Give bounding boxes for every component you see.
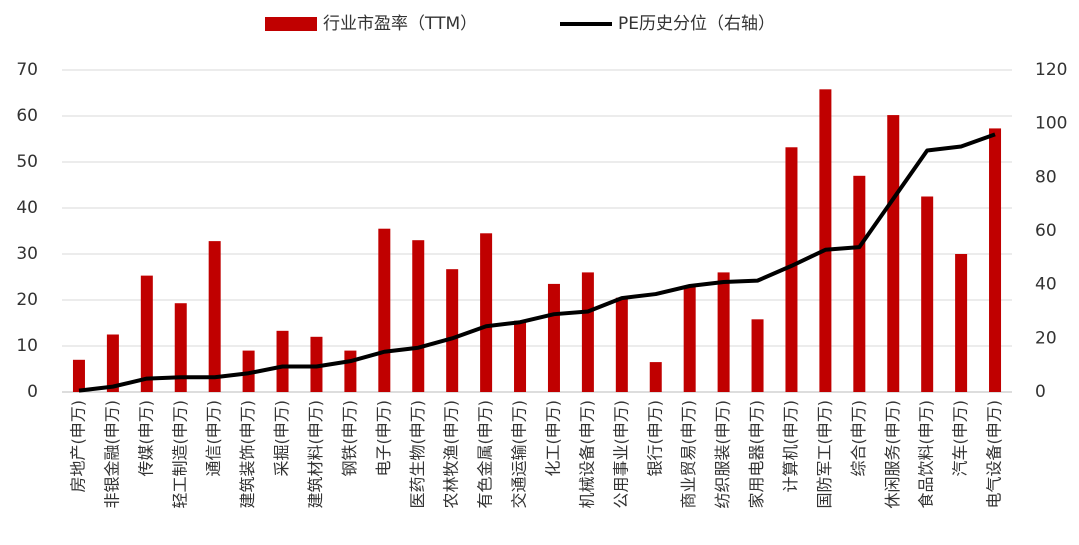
x-tick-label: 公用事业(申万) (611, 400, 630, 509)
x-tick-label: 家用电器(申万) (747, 400, 766, 509)
x-tick-label: 银行(申万) (645, 400, 664, 477)
bar (683, 286, 696, 392)
x-tick-label: 电气设备(申万) (985, 400, 1004, 509)
bar (649, 362, 662, 392)
bar (378, 228, 391, 392)
y-tick-label: 70 (16, 60, 38, 80)
x-tick-label: 非银金融(申万) (102, 400, 121, 509)
x-tick-label: 交通运输(申万) (510, 400, 529, 509)
bar (887, 115, 900, 392)
bar (344, 350, 357, 392)
y2-tick-label: 0 (1035, 382, 1046, 402)
x-tick-label: 建筑装饰(申万) (238, 400, 257, 509)
y2-tick-label: 120 (1035, 60, 1067, 80)
x-tick-label: 纺织服装(申万) (713, 400, 732, 509)
bar (751, 319, 764, 392)
legend-label: 行业市盈率（TTM） (323, 14, 477, 34)
bar (819, 89, 832, 392)
y2-tick-label: 80 (1035, 167, 1057, 187)
x-tick-label: 综合(申万) (849, 400, 868, 477)
y2-tick-label: 20 (1035, 328, 1057, 348)
y-tick-label: 50 (16, 152, 38, 172)
x-tick-label: 房地产(申万) (68, 400, 87, 493)
legend-swatch (265, 17, 317, 31)
x-tick-label: 采掘(申万) (272, 400, 291, 477)
bar (140, 275, 153, 392)
bar (717, 272, 730, 392)
x-tick-label: 传媒(申万) (136, 400, 155, 477)
x-tick-label: 通信(申万) (204, 400, 223, 477)
bar (785, 147, 798, 392)
x-tick-label: 机械设备(申万) (577, 400, 596, 509)
bar (480, 233, 493, 392)
x-tick-label: 休闲服务(申万) (883, 400, 902, 509)
bar (615, 297, 628, 392)
bar (547, 283, 560, 392)
bar (72, 359, 85, 392)
x-tick-label: 农林牧渔(申万) (442, 400, 461, 509)
y2-tick-label: 40 (1035, 275, 1057, 295)
y-tick-label: 20 (16, 290, 38, 310)
line (78, 132, 996, 393)
bar (853, 175, 866, 392)
y-tick-label: 40 (16, 198, 38, 218)
y-tick-label: 60 (16, 106, 38, 126)
y2-tick-label: 100 (1035, 114, 1067, 134)
bar (106, 334, 119, 392)
y-tick-label: 0 (27, 382, 38, 402)
bar (989, 128, 1002, 393)
x-tick-label: 计算机(申万) (781, 400, 800, 493)
x-tick-label: 电子(申万) (374, 400, 393, 477)
legend-label: PE历史分位（右轴） (618, 14, 775, 34)
bar (310, 336, 323, 392)
y-tick-label: 30 (16, 244, 38, 264)
x-tick-label: 食品饮料(申万) (917, 400, 936, 509)
y2-tick-label: 60 (1035, 221, 1057, 241)
x-tick-label: 化工(申万) (543, 400, 562, 477)
x-tick-label: 钢铁(申万) (340, 400, 359, 477)
bar (581, 272, 594, 392)
x-tick-label: 有色金属(申万) (476, 400, 495, 509)
x-tick-label: 医药生物(申万) (408, 400, 427, 509)
bar (276, 330, 289, 392)
bar (412, 240, 425, 392)
bar (446, 269, 459, 392)
bar (921, 196, 934, 392)
bar (514, 320, 527, 392)
bar (208, 241, 221, 392)
bar (174, 303, 187, 392)
x-tick-label: 商业贸易(申万) (679, 400, 698, 509)
y-tick-label: 10 (16, 336, 38, 356)
x-tick-label: 建筑材料(申万) (306, 400, 325, 509)
x-tick-label: 轻工制造(申万) (170, 400, 189, 509)
bar (955, 254, 968, 392)
x-tick-label: 汽车(申万) (951, 400, 970, 477)
x-tick-label: 国防军工(申万) (815, 400, 834, 509)
